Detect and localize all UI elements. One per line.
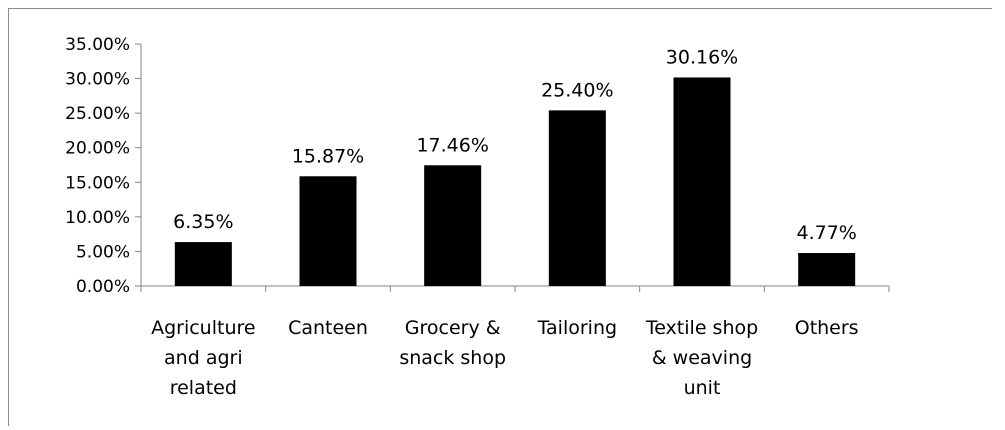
category-label-line: Agriculture: [151, 317, 256, 339]
bar: [299, 176, 357, 286]
data-label: 30.16%: [666, 46, 738, 68]
data-label: 6.35%: [173, 211, 233, 233]
category-label: Agriculture and agri related: [151, 317, 256, 399]
data-label: 4.77%: [796, 222, 856, 244]
category-label-line: unit: [684, 377, 721, 399]
category-label-line: Textile shop: [645, 317, 758, 339]
y-tick-label: 35.00%: [65, 35, 130, 55]
y-tick-label: 5.00%: [76, 242, 130, 262]
y-tick-label: 20.00%: [65, 139, 130, 159]
bar: [798, 253, 856, 286]
y-tick-label: 15.00%: [65, 173, 130, 193]
data-label: 15.87%: [292, 145, 364, 167]
category-label-line: Others: [795, 317, 859, 339]
bar: [174, 242, 232, 286]
category-label-line: snack shop: [399, 347, 506, 369]
y-tick-label: 10.00%: [65, 208, 130, 228]
category-label: Canteen: [288, 317, 368, 339]
y-tick-label: 0.00%: [76, 277, 130, 297]
chart-frame: [8, 8, 992, 426]
y-tick-label: 30.00%: [65, 70, 130, 90]
bar: [548, 110, 606, 287]
category-label-line: related: [170, 377, 237, 399]
category-label: Others: [795, 317, 859, 339]
data-label: 17.46%: [416, 134, 488, 156]
category-label: Tailoring: [537, 317, 617, 339]
category-label: Grocery & snack shop: [399, 317, 506, 369]
y-tick-label: 25.00%: [65, 104, 130, 124]
data-label: 25.40%: [541, 79, 613, 101]
category-label-line: Grocery &: [405, 317, 501, 339]
category-label: Textile shop & weaving unit: [645, 317, 758, 399]
category-label-line: Tailoring: [537, 317, 617, 339]
bar: [673, 77, 731, 286]
category-label-line: Canteen: [288, 317, 368, 339]
category-label-line: & weaving: [652, 347, 752, 369]
bar: [424, 165, 482, 286]
category-label-line: and agri: [164, 347, 243, 369]
